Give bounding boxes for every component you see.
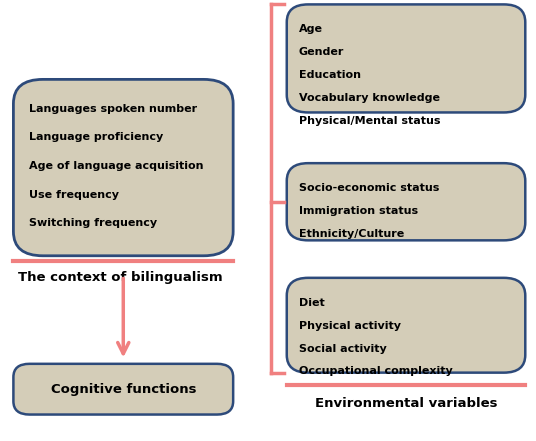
Text: Diet: Diet (299, 298, 324, 308)
FancyBboxPatch shape (287, 278, 525, 373)
Text: Age of language acquisition: Age of language acquisition (29, 161, 204, 171)
Text: Gender: Gender (299, 47, 344, 57)
Text: Occupational complexity: Occupational complexity (299, 366, 452, 377)
FancyBboxPatch shape (287, 4, 525, 112)
Text: Age: Age (299, 24, 323, 34)
Text: Education: Education (299, 70, 361, 80)
Text: Physical/Mental status: Physical/Mental status (299, 116, 440, 126)
FancyBboxPatch shape (13, 79, 233, 256)
Text: The context of bilingualism: The context of bilingualism (18, 271, 223, 284)
Text: Socio-economic status: Socio-economic status (299, 183, 439, 193)
Text: Cognitive functions: Cognitive functions (50, 383, 196, 396)
FancyBboxPatch shape (13, 364, 233, 415)
Text: Language proficiency: Language proficiency (29, 132, 163, 142)
Text: Social activity: Social activity (299, 344, 386, 354)
Text: Switching frequency: Switching frequency (29, 218, 158, 228)
Text: Physical activity: Physical activity (299, 321, 400, 331)
FancyBboxPatch shape (287, 163, 525, 240)
Text: Ethnicity/Culture: Ethnicity/Culture (299, 229, 404, 239)
Text: Languages spoken number: Languages spoken number (29, 104, 198, 114)
Text: Use frequency: Use frequency (29, 190, 120, 200)
Text: Vocabulary knowledge: Vocabulary knowledge (299, 93, 440, 103)
Text: Environmental variables: Environmental variables (315, 397, 497, 410)
Text: Immigration status: Immigration status (299, 206, 418, 216)
